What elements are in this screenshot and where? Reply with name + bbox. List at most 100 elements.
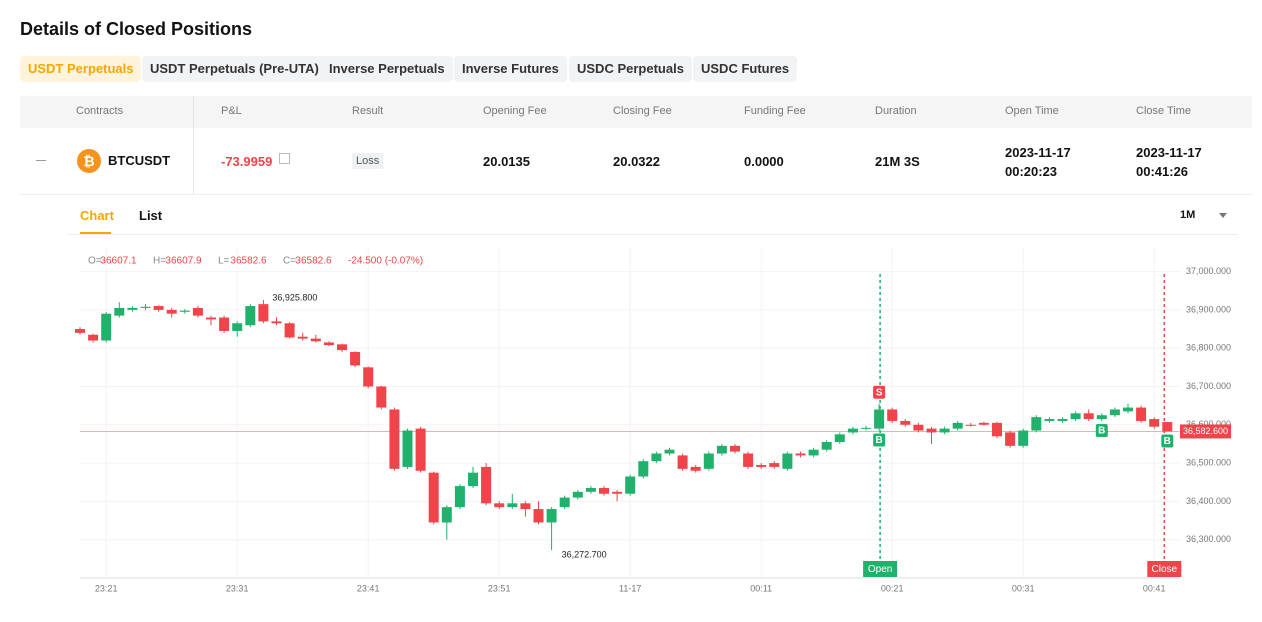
candle-body xyxy=(140,306,151,308)
position-tab[interactable]: Inverse Futures xyxy=(454,56,567,82)
candle-body xyxy=(585,487,596,492)
trade-marker-label: B xyxy=(875,435,882,446)
trade-marker-label: B xyxy=(1164,436,1171,447)
candle-body xyxy=(952,422,963,429)
position-tab[interactable]: Inverse Perpetuals xyxy=(321,56,453,82)
candle-body xyxy=(638,461,649,477)
candle-body xyxy=(1123,407,1133,412)
candle-body xyxy=(245,306,256,326)
position-tab[interactable]: USDT Perpetuals (Pre-UTA) xyxy=(142,56,327,82)
candle-body xyxy=(101,313,112,341)
opening-fee: 20.0135 xyxy=(483,154,530,169)
candle-body xyxy=(533,509,544,523)
y-tick-label: 36,400.000 xyxy=(1186,496,1231,506)
divider xyxy=(193,96,194,194)
x-tick-label: 00:41 xyxy=(1143,583,1166,593)
x-tick-label: 00:31 xyxy=(1012,583,1035,593)
candle-body xyxy=(179,310,190,312)
x-tick-label: 11-17 xyxy=(619,583,641,593)
pnl: -73.9959 xyxy=(221,154,273,169)
legend-value: 36607.1 xyxy=(100,256,137,267)
candle-body xyxy=(625,476,636,494)
candle-body xyxy=(402,430,413,467)
x-tick-label: 23:21 xyxy=(95,583,118,593)
row-border xyxy=(20,194,1252,195)
candle-body xyxy=(284,323,295,338)
position-tab[interactable]: USDC Perpetuals xyxy=(569,56,692,82)
trade-marker-label: B xyxy=(1098,426,1105,437)
collapse-icon[interactable] xyxy=(36,160,46,161)
position-tag xyxy=(1147,561,1182,577)
trade-marker xyxy=(873,385,886,399)
legend-key: H= xyxy=(153,256,166,267)
candle-body xyxy=(1018,430,1029,446)
candle-body xyxy=(599,487,609,494)
candle-body xyxy=(939,428,950,433)
y-tick-label: 36,800.000 xyxy=(1186,343,1231,353)
position-label: Open xyxy=(868,564,892,575)
candle-body xyxy=(978,422,989,425)
y-tick-label: 37,000.000 xyxy=(1186,266,1231,276)
candle-body xyxy=(677,455,688,469)
position-tab[interactable]: USDT Perpetuals xyxy=(20,56,142,82)
candle-body xyxy=(847,428,858,433)
candle-body xyxy=(769,463,780,467)
candle-body xyxy=(1149,419,1160,427)
candle-body xyxy=(206,317,216,320)
legend-value: -24.500 (-0.07%) xyxy=(348,256,423,267)
trade-marker-label: S xyxy=(876,387,883,398)
candle-body xyxy=(310,338,321,342)
column-header: Duration xyxy=(875,105,917,117)
candle-body xyxy=(1136,407,1147,421)
legend-key: C= xyxy=(283,256,296,267)
candle-body xyxy=(1070,413,1081,420)
candle-body xyxy=(546,509,557,523)
y-tick-label: 36,600.000 xyxy=(1186,419,1231,429)
x-tick-label: 23:51 xyxy=(488,583,511,593)
candle-body xyxy=(127,307,138,310)
column-header: Open Time xyxy=(1005,105,1059,117)
position-tab[interactable]: USDC Futures xyxy=(693,56,798,82)
dropdown-arrow[interactable] xyxy=(1219,213,1227,222)
legend-key: L= xyxy=(218,256,230,267)
share-icon[interactable] xyxy=(279,153,290,164)
candle-body xyxy=(468,472,478,487)
candle-body xyxy=(494,503,505,508)
duration: 21M 3S xyxy=(875,154,920,169)
candle-body xyxy=(88,334,99,341)
candle-body xyxy=(992,422,1002,437)
chart-tab[interactable]: Chart xyxy=(80,208,114,223)
candle-body xyxy=(376,386,387,408)
candle-body xyxy=(441,507,452,523)
x-tick-label: 00:21 xyxy=(881,583,904,593)
interval[interactable]: 1M xyxy=(1180,209,1196,221)
candle-body xyxy=(323,342,334,346)
candle-body xyxy=(219,317,230,331)
column-header: Contracts xyxy=(76,105,124,117)
x-tick-label: 00:11 xyxy=(750,583,772,593)
candle-body xyxy=(559,497,570,508)
candle-body xyxy=(1031,417,1042,431)
candle-body xyxy=(808,449,819,456)
list-tab[interactable]: List xyxy=(139,208,163,223)
tab-underline xyxy=(80,232,111,234)
trade-marker xyxy=(1161,434,1174,448)
candle-body xyxy=(166,309,177,314)
candle-body xyxy=(337,344,347,351)
candle-body xyxy=(887,409,898,421)
position-tag xyxy=(863,561,898,577)
title: Details of Closed Positions xyxy=(20,19,253,39)
candle-body xyxy=(572,491,583,498)
y-tick-label: 36,700.000 xyxy=(1186,381,1231,391)
legend-key: O= xyxy=(88,256,102,267)
candle-body xyxy=(834,434,845,443)
legend-value: 36582.6 xyxy=(295,256,332,267)
candle-body xyxy=(1162,422,1173,432)
closing-fee: 20.0322 xyxy=(613,154,660,169)
candle-body xyxy=(389,409,400,469)
candle-body xyxy=(913,424,924,431)
column-header: P&L xyxy=(221,105,242,117)
candle-body xyxy=(1057,419,1068,421)
candle-body xyxy=(756,465,767,467)
